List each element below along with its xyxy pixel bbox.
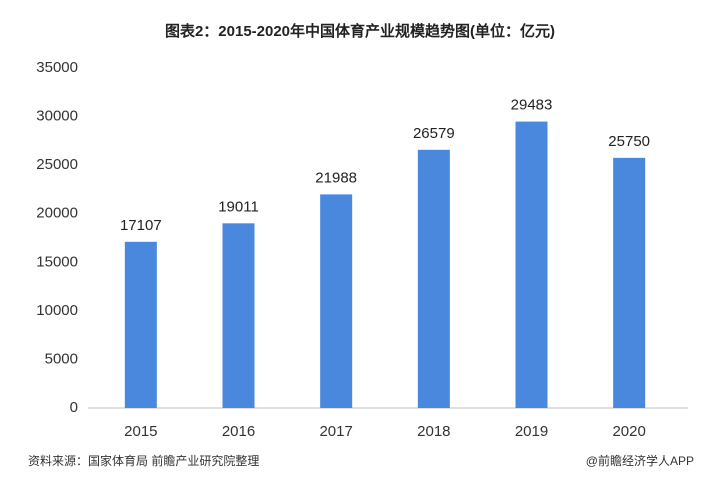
credit-note: @前瞻经济学人APP [586,453,694,468]
value-label: 29483 [511,97,553,114]
y-tick-label: 30000 [36,108,78,125]
bar [417,149,450,408]
y-tick-label: 25000 [36,156,78,173]
x-tick-label: 2020 [612,423,645,440]
value-label: 25750 [608,133,650,150]
value-label: 19011 [218,198,259,215]
y-tick-label: 20000 [36,205,78,222]
y-tick-label: 15000 [36,253,78,270]
bar [320,194,353,408]
bar [124,241,157,408]
x-tick-label: 2019 [515,423,548,440]
bar [222,223,255,408]
x-tick-label: 2018 [417,423,450,440]
source-note: 资料来源：国家体育局 前瞻产业研究院整理 [28,453,259,468]
value-label: 26579 [413,125,455,142]
x-tick-label: 2017 [319,423,352,440]
y-tick-label: 0 [70,399,78,416]
y-tick-label: 35000 [36,59,78,76]
value-label: 21988 [315,169,357,186]
chart-title: 图表2：2015-2020年中国体育产业规模趋势图(单位：亿元) [165,22,555,40]
y-tick-label: 10000 [36,302,78,319]
value-label: 17107 [120,217,162,234]
bar [613,157,646,408]
x-tick-label: 2015 [124,423,157,440]
bar [515,121,548,408]
y-tick-label: 5000 [45,350,78,367]
x-tick-label: 2016 [222,423,255,440]
